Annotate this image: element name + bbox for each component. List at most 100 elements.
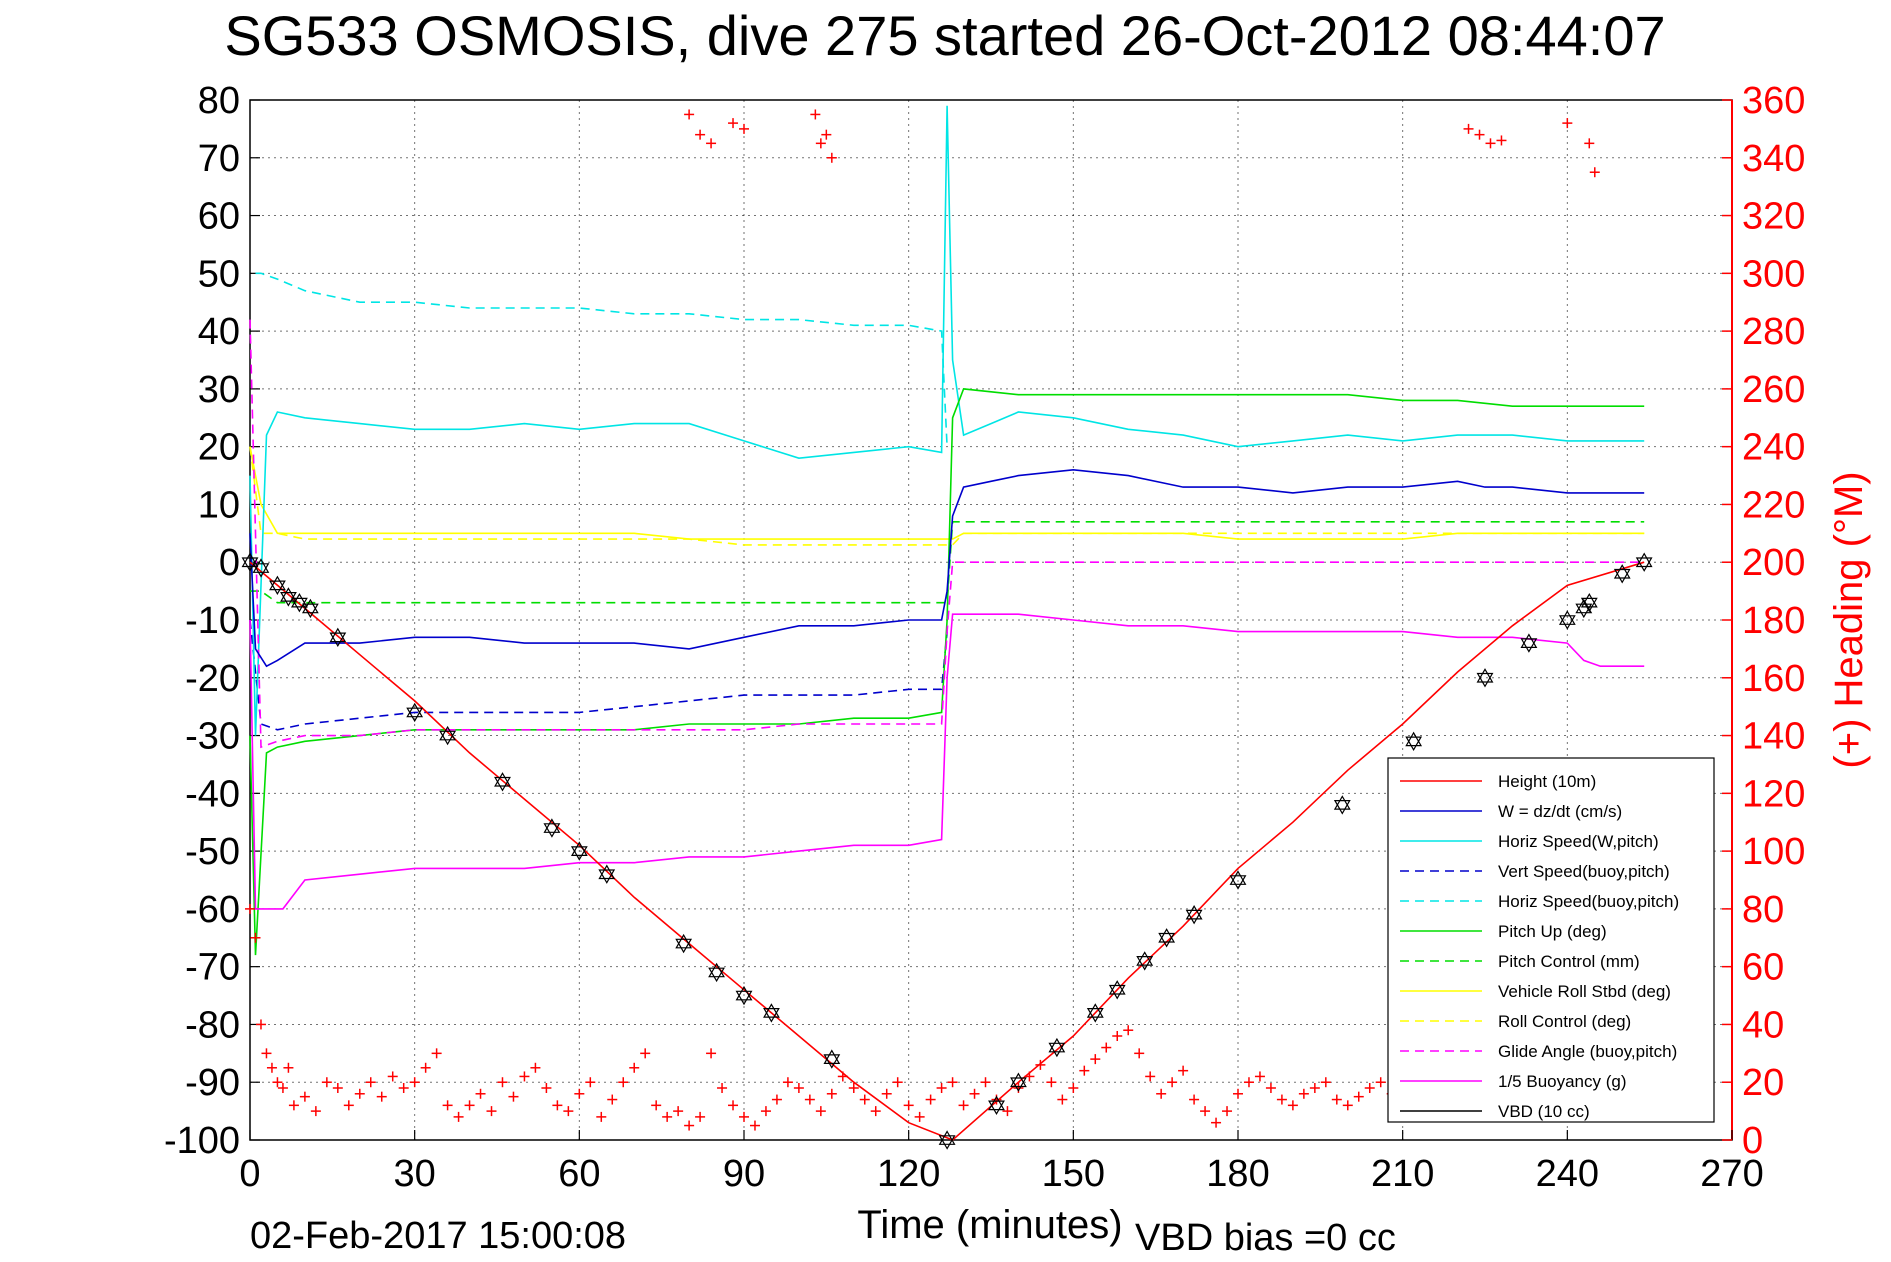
heading-point [837, 1071, 848, 1082]
heading-point [1485, 138, 1496, 149]
heading-point [1474, 129, 1485, 140]
y-tick-label: -50 [185, 831, 240, 873]
height-marker [570, 841, 588, 861]
height-marker [708, 962, 725, 983]
heading-point [1112, 1031, 1123, 1041]
height-marker [1086, 1003, 1104, 1023]
heading-point [596, 1111, 607, 1122]
legend-label: Pitch Up (deg) [1498, 922, 1607, 941]
height-marker [439, 725, 457, 746]
heading-point [530, 1062, 541, 1073]
y-axis-right: 3603403203002802602402202001801601401201… [1722, 80, 1805, 1162]
height-marker [329, 627, 347, 647]
heading-point [1134, 1048, 1145, 1059]
heading-point [1320, 1077, 1331, 1088]
heading-point [969, 1088, 980, 1099]
heading-point [245, 903, 255, 914]
heading-point [1222, 1106, 1233, 1117]
heading-point [1243, 1077, 1254, 1088]
y-right-tick-label: 280 [1742, 311, 1805, 353]
heading-point [881, 1088, 892, 1099]
heading-point [1123, 1025, 1134, 1036]
legend-label: Horiz Speed(W,pitch) [1498, 832, 1659, 851]
height-marker [1613, 564, 1631, 584]
heading-point [563, 1106, 574, 1117]
heading-point [409, 1077, 420, 1088]
heading-point [1024, 1071, 1035, 1082]
heading-point [728, 118, 739, 129]
heading-point [1002, 1106, 1013, 1117]
height-marker [252, 558, 270, 578]
series-group [249, 105, 1645, 1141]
heading-point [739, 123, 749, 134]
legend-label: 1/5 Buoyancy (g) [1498, 1072, 1627, 1091]
height-marker [406, 702, 424, 723]
heading-point [1200, 1106, 1211, 1117]
heading-point [760, 1106, 771, 1117]
y-tick-label: -10 [185, 600, 240, 642]
grid [250, 100, 1732, 1140]
heading-point [1068, 1083, 1079, 1093]
y-tick-label: 10 [198, 484, 240, 526]
y-right-tick-label: 340 [1742, 138, 1805, 180]
heading-point [815, 138, 826, 149]
heading-point [684, 1120, 695, 1131]
y-tick-label: 80 [198, 80, 240, 122]
x-tick-label: 270 [1700, 1153, 1763, 1195]
heading-point [673, 1106, 684, 1117]
heading-point [1254, 1071, 1265, 1082]
series-line-9 [249, 319, 1645, 749]
heading-point [914, 1111, 925, 1122]
heading-point [508, 1091, 519, 1102]
series-line-2 [249, 105, 1645, 736]
y-tick-label: -70 [185, 947, 240, 989]
height-marker [988, 1095, 1005, 1115]
heading-point [640, 1048, 651, 1059]
series-line-5 [249, 388, 1645, 956]
height-marker [1580, 593, 1598, 613]
series-line-3 [249, 619, 948, 731]
heading-point [1265, 1083, 1276, 1093]
heading-point [585, 1077, 596, 1088]
heading-point [1309, 1083, 1320, 1093]
heading-point [739, 1111, 749, 1122]
y-tick-label: 0 [219, 542, 240, 584]
y-tick-label: 60 [198, 196, 240, 238]
y-right-tick-label: 40 [1742, 1004, 1784, 1046]
legend-label: Vehicle Roll Stbd (deg) [1498, 982, 1671, 1001]
y-tick-label: 70 [198, 138, 240, 180]
heading-point [793, 1083, 804, 1093]
heading-point [420, 1062, 431, 1073]
heading-point [782, 1077, 793, 1088]
heading-point [662, 1111, 673, 1122]
y-tick-label: -80 [185, 1004, 240, 1046]
heading-point [497, 1077, 508, 1088]
legend-label: Roll Control (deg) [1498, 1012, 1631, 1031]
heading-point [804, 1094, 815, 1105]
heading-point [475, 1088, 486, 1099]
heading-point [826, 1088, 837, 1099]
heading-point [442, 1100, 453, 1111]
footer-timestamp: 02-Feb-2017 15:00:08 [250, 1215, 626, 1257]
x-tick-label: 180 [1206, 1153, 1269, 1195]
height-marker [1185, 905, 1203, 925]
heading-point [848, 1083, 859, 1093]
heading-point [283, 1062, 294, 1073]
heading-point [574, 1088, 585, 1099]
y-right-tick-label: 320 [1742, 196, 1805, 238]
heading-point [1287, 1100, 1298, 1111]
heading-point [892, 1077, 903, 1088]
height-marker [543, 818, 561, 838]
x-tick-label: 0 [239, 1153, 260, 1195]
heading-point [859, 1094, 870, 1105]
series-line-6 [250, 521, 1645, 604]
x-axis: 0 30 60 90 120 150 180 210 240 270 [239, 1130, 1764, 1195]
heading-point [321, 1077, 332, 1088]
series-line-10 [249, 613, 1645, 910]
height-marker [1635, 552, 1653, 572]
heading-point [706, 138, 717, 149]
legend-label: Vert Speed(buoy,pitch) [1498, 862, 1670, 881]
heading-point [266, 1062, 277, 1073]
heading-point [815, 1106, 826, 1117]
